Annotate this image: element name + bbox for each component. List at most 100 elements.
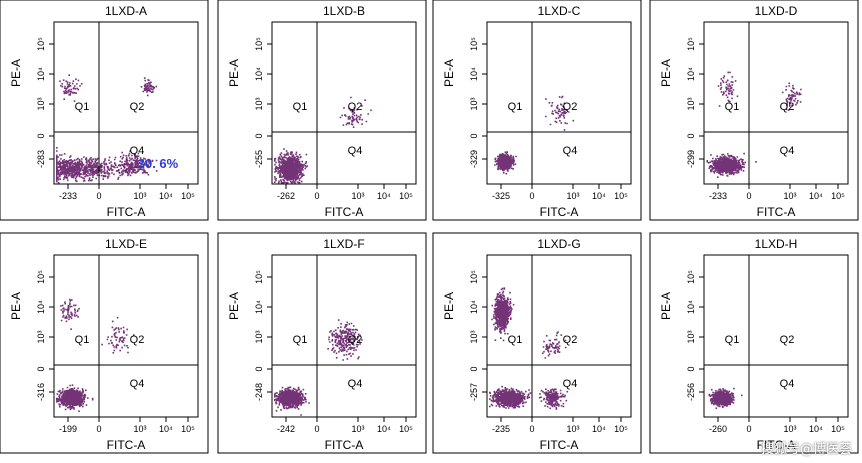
population-q1 xyxy=(60,298,80,330)
x-tick-label: 10⁵ xyxy=(831,191,845,201)
flow-plot-panel: 1LXD-C Q1 Q2 Q4 -325 0 10³ 10⁴ 10⁵ -329 0 10³ 10⁴ 10⁵… xyxy=(432,0,642,221)
y-tick-label: 10⁵ xyxy=(686,37,696,51)
quadrant-label: Q1 xyxy=(508,334,523,346)
x-tick-label: 10⁴ xyxy=(377,424,391,434)
plot-area xyxy=(703,254,849,418)
flow-plot-panel: 1LXD-H Q1 Q2 Q4 -260 0 10³ 10⁴ 10⁵ -256 0 10³ 10⁴ 10⁵… xyxy=(649,232,859,454)
plot-area xyxy=(53,21,199,185)
quadrant-label: Q4 xyxy=(348,378,363,390)
y-tick-label: -255 xyxy=(254,150,264,168)
population-q4 xyxy=(100,150,158,177)
panel-title: 1LXD-B xyxy=(323,4,365,18)
y-tick-label: 10⁵ xyxy=(469,37,479,51)
y-tick-label: 10⁴ xyxy=(254,300,264,314)
x-tick-label: -233 xyxy=(709,191,727,201)
quadrant-label: Q1 xyxy=(75,101,90,113)
population-q2 xyxy=(339,96,372,128)
y-tick-label: 0 xyxy=(36,366,46,371)
x-tick-label: 0 xyxy=(529,424,534,434)
y-axis-label: PE-A xyxy=(227,59,241,87)
y-tick-label: 10⁵ xyxy=(254,37,264,51)
flow-plot-panel: 1LXD-A Q1 Q2 Q4 30. 6% -233 0 10³ 10⁴ 10⁵ -283 0 10³… xyxy=(0,0,209,221)
quadrant-label: Q2 xyxy=(130,334,145,346)
flow-plot-panel: 1LXD-G Q1 Q2 Q4 -235 0 10³ 10⁴ 10⁵ -257 0 10³ 10⁴ 10⁵… xyxy=(432,232,642,454)
x-tick-label: 10⁵ xyxy=(399,424,413,434)
y-axis-label: PE-A xyxy=(659,292,673,320)
scatter-plot: 1LXD-G Q1 Q2 Q4 -235 0 10³ 10⁴ 10⁵ -257 0 10³ 10⁴ 10⁵… xyxy=(432,232,642,454)
y-tick-label: 10³ xyxy=(254,330,264,343)
x-tick-label: -260 xyxy=(709,424,727,434)
y-tick-label: -329 xyxy=(469,150,479,168)
x-tick-label: 0 xyxy=(314,191,319,201)
y-tick-label: 0 xyxy=(469,133,479,138)
quadrant-label: Q2 xyxy=(348,101,363,113)
scatter-plot: 1LXD-C Q1 Q2 Q4 -325 0 10³ 10⁴ 10⁵ -329 0 10³ 10⁴ 10⁵… xyxy=(432,0,642,221)
population-q3 xyxy=(489,385,532,409)
x-tick-label: 10³ xyxy=(351,424,364,434)
y-tick-label: 0 xyxy=(36,133,46,138)
x-tick-label: 0 xyxy=(314,424,319,434)
x-tick-label: -242 xyxy=(277,424,295,434)
y-tick-label: 10⁵ xyxy=(686,270,696,284)
y-tick-label: 0 xyxy=(469,366,479,371)
quadrant-percentage: 30. 6% xyxy=(138,156,179,171)
x-axis-label: FITC-A xyxy=(325,205,364,219)
y-tick-label: 10³ xyxy=(36,97,46,110)
y-tick-label: 10⁴ xyxy=(36,67,46,81)
y-tick-label: -248 xyxy=(254,383,264,401)
x-tick-label: 10³ xyxy=(566,191,579,201)
y-tick-label: 10⁴ xyxy=(36,300,46,314)
plot-area xyxy=(703,21,849,185)
y-axis-label: PE-A xyxy=(659,59,673,87)
panel-title: 1LXD-D xyxy=(755,4,798,18)
x-tick-label: -233 xyxy=(59,191,77,201)
y-tick-label: 10⁵ xyxy=(469,270,479,284)
population-q3 xyxy=(708,387,743,409)
quadrant-label: Q4 xyxy=(130,378,145,390)
y-tick-label: 10³ xyxy=(254,97,264,110)
population-q1 xyxy=(59,74,83,102)
quadrant-label: Q2 xyxy=(563,101,578,113)
x-tick-label: 10⁴ xyxy=(159,191,173,201)
quadrant-label: Q4 xyxy=(780,145,795,157)
x-tick-label: 10⁴ xyxy=(592,424,606,434)
quadrant-label: Q1 xyxy=(725,334,740,346)
quadrant-label: Q4 xyxy=(348,145,363,157)
quadrant-label: Q1 xyxy=(293,101,308,113)
flow-plot-panel: 1LXD-E Q1 Q2 Q4 -199 0 10³ 10⁴ 10⁵ -316 0 10³ 10⁴ 10⁵… xyxy=(0,232,209,454)
x-axis-label: FITC-A xyxy=(540,205,579,219)
quadrant-label: Q1 xyxy=(508,101,523,113)
x-tick-label: 0 xyxy=(96,424,101,434)
y-tick-label: -316 xyxy=(36,383,46,401)
x-tick-label: 10³ xyxy=(566,424,579,434)
y-tick-label: 0 xyxy=(254,133,264,138)
quadrant-label: Q2 xyxy=(348,334,363,346)
population-q3 xyxy=(706,152,757,178)
scatter-plot: 1LXD-E Q1 Q2 Q4 -199 0 10³ 10⁴ 10⁵ -316 0 10³ 10⁴ 10⁵… xyxy=(0,232,209,454)
x-axis-label: FITC-A xyxy=(107,205,146,219)
quadrant-label: Q2 xyxy=(563,334,578,346)
x-tick-label: 10⁴ xyxy=(592,191,606,201)
y-tick-label: 10³ xyxy=(686,330,696,343)
flow-plot-panel: 1LXD-D Q1 Q2 Q4 -233 0 10³ 10⁴ 10⁵ -299 0 10³ 10⁴ 10⁵… xyxy=(649,0,859,221)
y-tick-label: 10⁵ xyxy=(36,270,46,284)
population-q2 xyxy=(327,319,363,361)
scatter-plot: 1LXD-B Q1 Q2 Q4 -262 0 10³ 10⁴ 10⁵ -255 0 10³ 10⁴ 10⁵… xyxy=(217,0,427,221)
plot-area xyxy=(486,254,632,418)
y-tick-label: 10³ xyxy=(36,330,46,343)
y-axis-label: PE-A xyxy=(227,292,241,320)
quadrant-label: Q1 xyxy=(75,334,90,346)
x-tick-label: 10⁵ xyxy=(399,191,413,201)
y-axis-label: PE-A xyxy=(9,59,23,87)
watermark: 搜狐号@博医荟 xyxy=(760,442,852,457)
y-tick-label: 10³ xyxy=(469,330,479,343)
y-tick-label: -257 xyxy=(469,383,479,401)
scatter-plot: 1LXD-H Q1 Q2 Q4 -260 0 10³ 10⁴ 10⁵ -256 0 10³ 10⁴ 10⁵… xyxy=(649,232,859,454)
x-tick-label: 10⁵ xyxy=(181,424,195,434)
y-tick-label: 10⁴ xyxy=(686,67,696,81)
population-q1 xyxy=(717,71,739,107)
x-axis-label: FITC-A xyxy=(757,438,796,452)
population-q2 xyxy=(140,77,158,97)
quadrant-label: Q4 xyxy=(563,378,578,390)
